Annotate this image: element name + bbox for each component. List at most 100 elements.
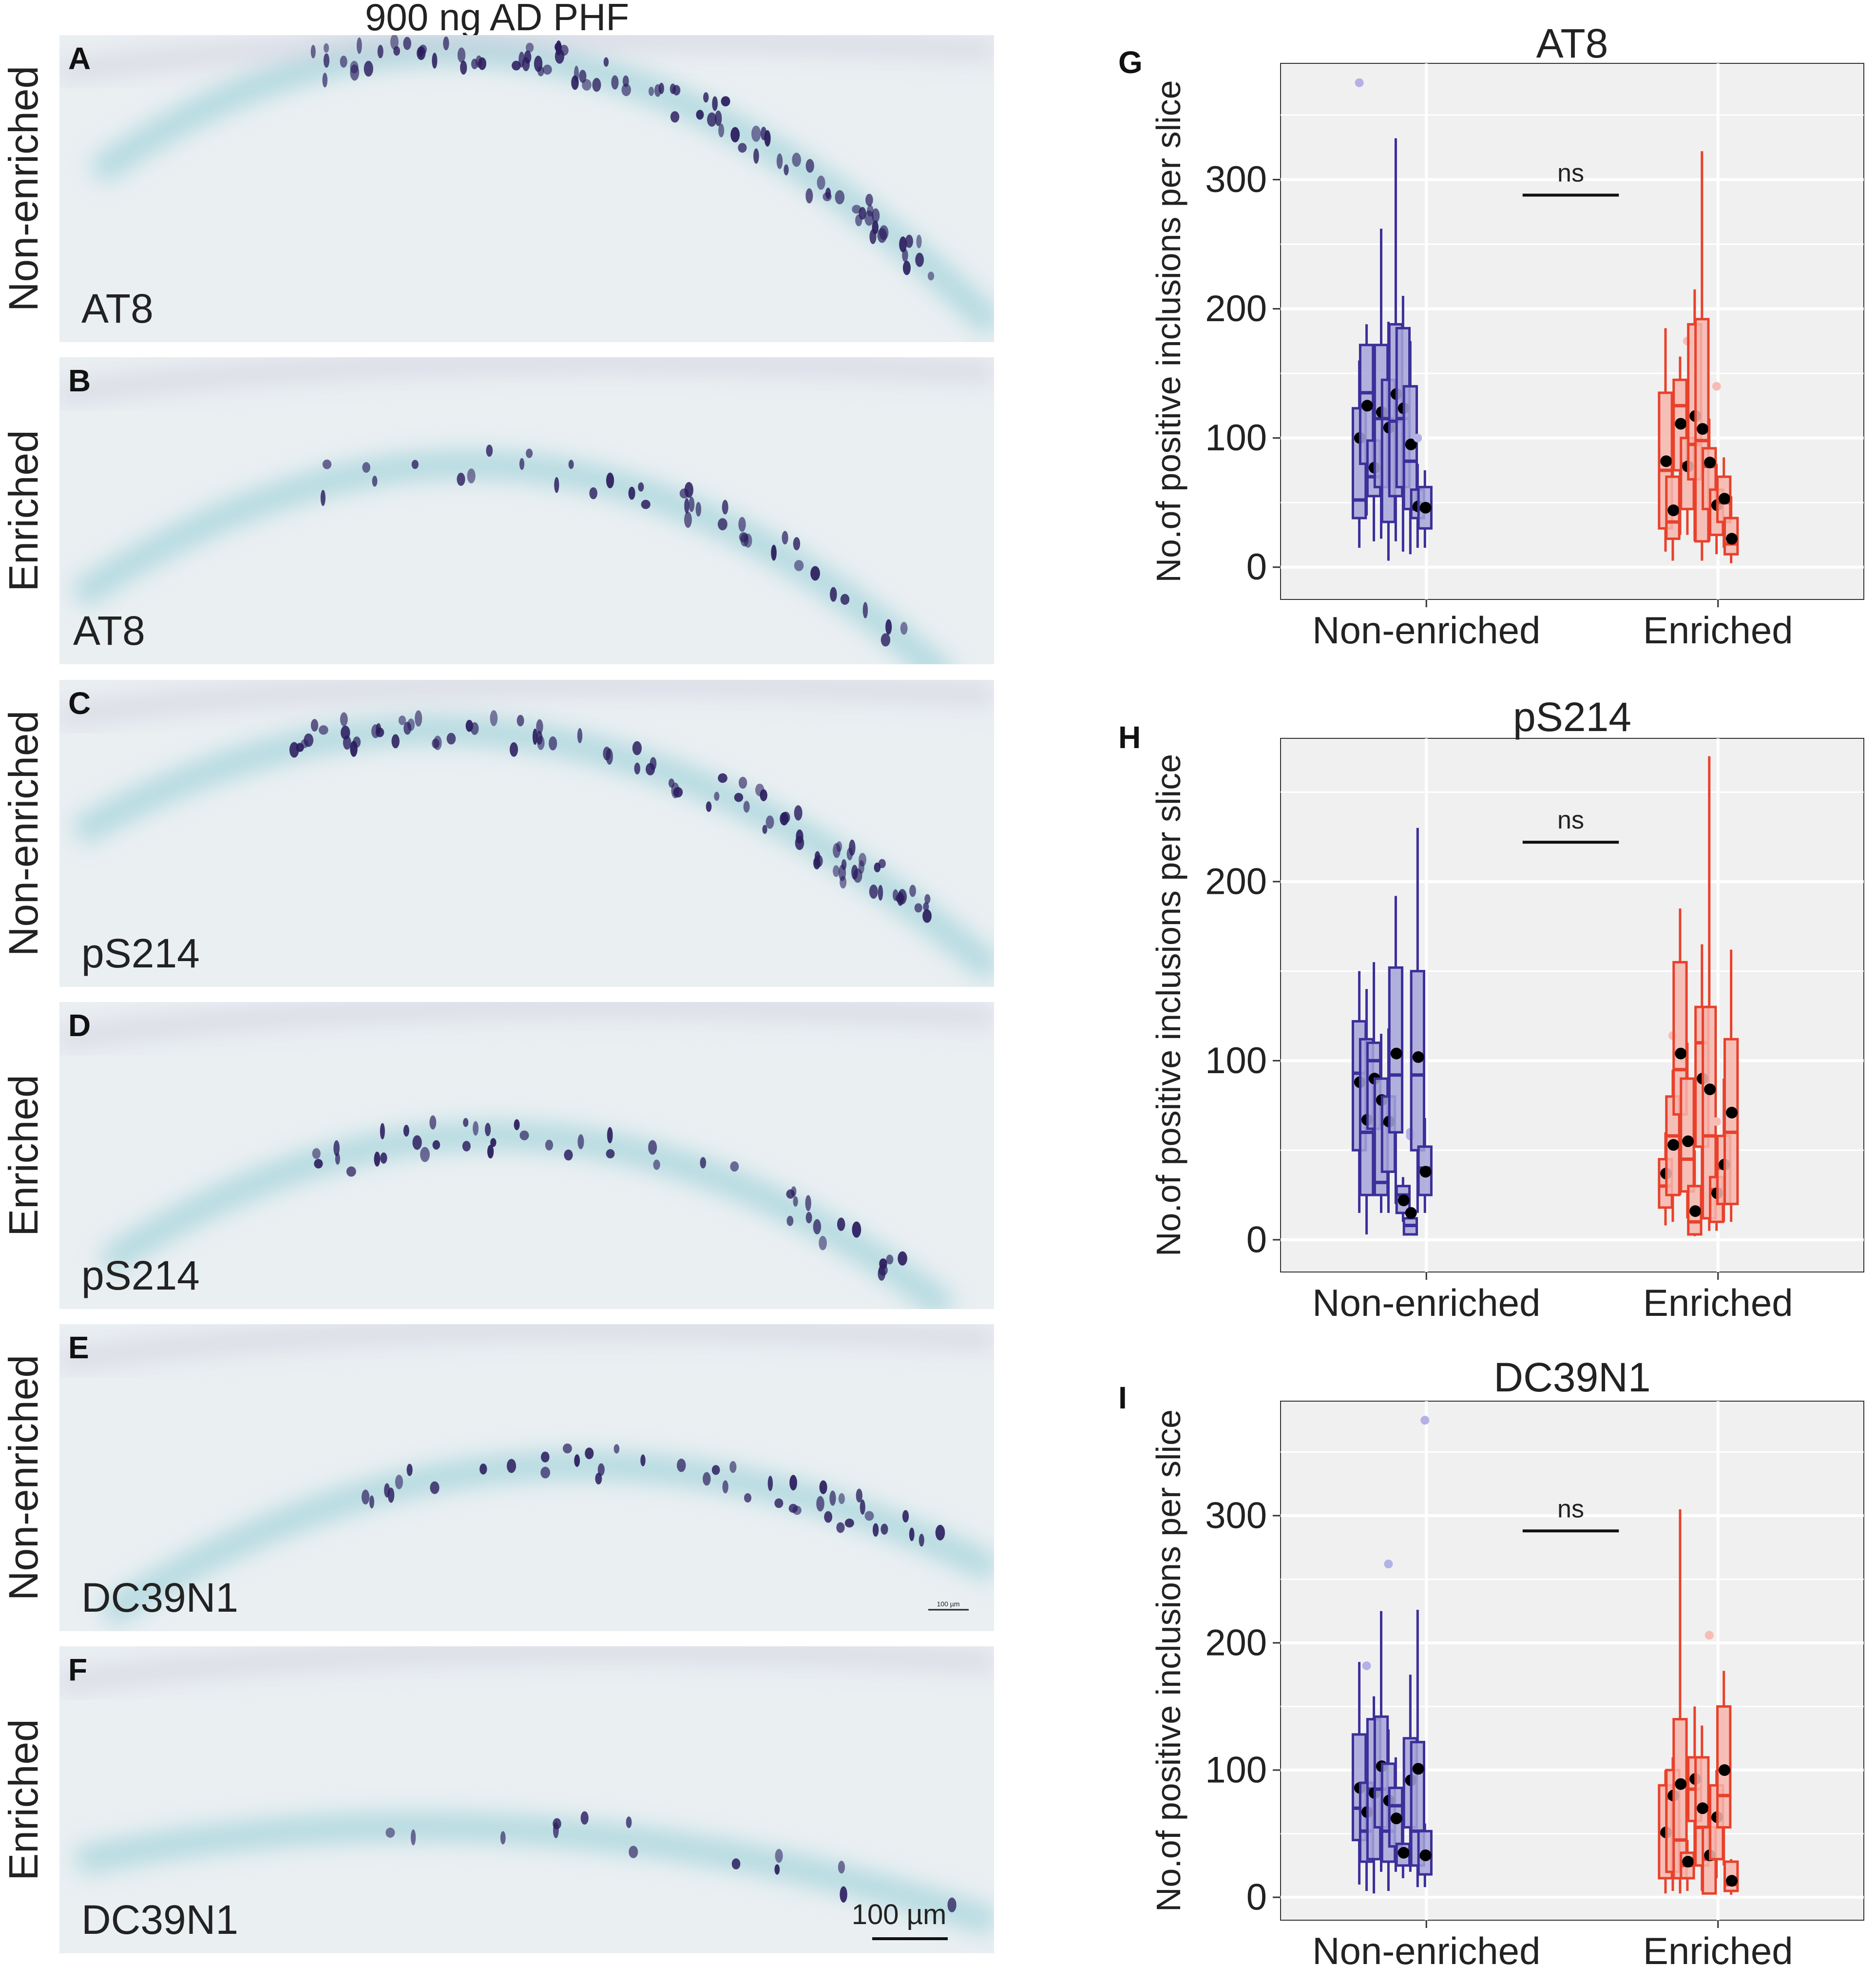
- neuron: [380, 1152, 387, 1164]
- mean-point: [1725, 533, 1738, 545]
- stained-neurons: [289, 710, 932, 923]
- neuron: [607, 1127, 613, 1143]
- tissue-background: [59, 35, 994, 342]
- box: [1417, 470, 1433, 548]
- panel-letter: E: [68, 1330, 89, 1365]
- neuron: [877, 228, 887, 243]
- neuron: [387, 1487, 395, 1503]
- neuron: [322, 459, 332, 469]
- x-tick-label: Enriched: [1643, 1929, 1793, 1966]
- neuron: [314, 1159, 323, 1169]
- neuron: [738, 776, 747, 789]
- cell-layer-band: [71, 717, 994, 982]
- neuron: [372, 476, 378, 487]
- neuron: [432, 53, 438, 69]
- chart-title: DC39N1: [1493, 1354, 1650, 1400]
- neuron: [470, 722, 479, 735]
- neuron: [398, 715, 406, 725]
- x-tick-label: Non-enriched: [1312, 1929, 1540, 1966]
- y-tick-label: 300: [1205, 1495, 1267, 1536]
- panel-letter: B: [68, 363, 91, 398]
- neuron: [613, 1444, 620, 1454]
- box-iqr: [1723, 1038, 1739, 1205]
- neuron: [395, 1474, 403, 1489]
- neuron: [340, 56, 347, 68]
- significance-label: ns: [1557, 1495, 1584, 1523]
- micrograph-panel-f: F DC39N1 Enriched: [0, 1646, 994, 1953]
- neuron: [792, 153, 801, 167]
- neuron: [762, 825, 767, 834]
- neuron: [844, 1518, 854, 1528]
- chart-title: pS214: [1513, 694, 1631, 740]
- mean-point: [1704, 457, 1716, 469]
- neuron: [653, 1159, 660, 1170]
- neuron: [909, 885, 916, 897]
- neuron: [350, 64, 360, 81]
- neuron: [300, 739, 308, 749]
- neuron: [559, 44, 569, 56]
- series-enriched: [1658, 1509, 1739, 1895]
- neuron: [580, 1811, 589, 1825]
- neuron: [628, 486, 635, 500]
- box: [1723, 949, 1739, 1222]
- neuron: [432, 1140, 440, 1150]
- neuron: [634, 762, 640, 775]
- mean-point: [1419, 1166, 1432, 1178]
- panel-letter: D: [68, 1008, 91, 1043]
- neuron: [323, 53, 330, 68]
- mean-point: [1412, 1051, 1424, 1063]
- y-tick-label: 100: [1205, 417, 1267, 459]
- neuron: [658, 82, 664, 95]
- mean-point: [1704, 1083, 1716, 1096]
- mean-point: [1697, 423, 1709, 435]
- neuron: [542, 64, 552, 75]
- y-tick-label: 0: [1246, 546, 1267, 588]
- neuron: [415, 710, 422, 727]
- neuron: [322, 73, 328, 88]
- y-axis-label: No.of positive inclusions per slice: [1149, 754, 1187, 1256]
- neuron: [460, 60, 467, 75]
- neuron: [640, 1454, 646, 1466]
- neuron: [729, 1461, 737, 1473]
- neuron: [838, 1861, 845, 1874]
- neuron: [805, 159, 814, 173]
- neuron: [852, 1221, 861, 1238]
- neuron: [473, 1121, 479, 1136]
- tissue-background: [59, 1002, 994, 1309]
- mean-point: [1405, 438, 1417, 450]
- y-axis-label: No.of positive inclusions per slice: [1149, 80, 1187, 582]
- neuron: [312, 1148, 321, 1159]
- neuron: [457, 47, 466, 63]
- neuron: [792, 1505, 802, 1515]
- neuron: [362, 462, 370, 473]
- neuron: [755, 783, 765, 796]
- stained-neurons: [310, 35, 935, 281]
- tissue-background: [59, 1646, 994, 1953]
- neuron: [519, 1130, 529, 1140]
- outlier-point: [1384, 1560, 1393, 1569]
- neuron: [897, 891, 904, 906]
- stained-neurons: [320, 444, 908, 647]
- neuron: [782, 531, 788, 545]
- neuron: [739, 532, 748, 542]
- neuron: [743, 801, 750, 813]
- neuron: [774, 1864, 780, 1875]
- mean-point: [1675, 418, 1687, 430]
- neuron: [840, 876, 847, 889]
- neuron: [817, 175, 825, 190]
- neuron: [805, 1212, 812, 1224]
- series-enriched: [1658, 756, 1739, 1236]
- neuron: [446, 732, 456, 745]
- x-tick-label: Non-enriched: [1312, 609, 1540, 652]
- neuron: [603, 57, 609, 67]
- neuron: [429, 1115, 437, 1130]
- neuron: [346, 1166, 356, 1177]
- neuron: [853, 868, 862, 883]
- neuron: [393, 46, 401, 56]
- group-label: Non-enriched: [0, 1355, 46, 1600]
- tissue-edge: [59, 1646, 994, 1693]
- neuron: [864, 1511, 874, 1521]
- stain-label: pS214: [81, 930, 200, 976]
- neuron: [385, 1828, 395, 1838]
- x-tick-label: Enriched: [1643, 1281, 1793, 1324]
